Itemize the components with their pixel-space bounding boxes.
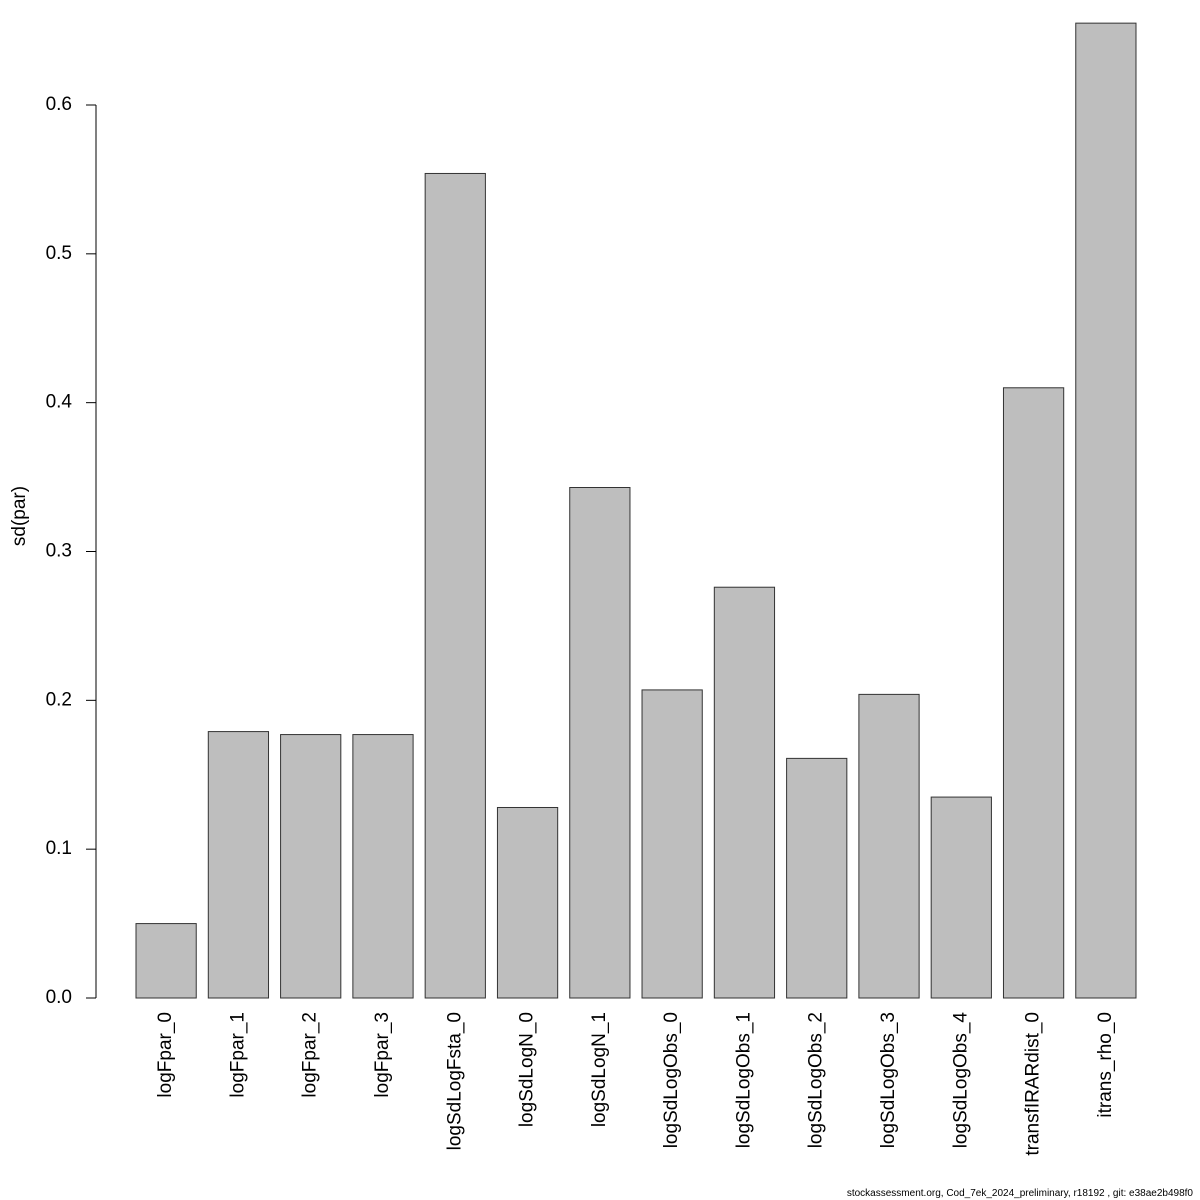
x-tick-label: logSdLogObs_4: [950, 1012, 971, 1149]
x-tick-label: logFpar_3: [372, 1012, 393, 1098]
x-tick-label: itrans_rho_0: [1095, 1012, 1116, 1118]
x-tick-label: logSdLogObs_1: [733, 1012, 754, 1148]
x-tick-label: logFpar_0: [155, 1012, 176, 1098]
bar: [135, 923, 197, 999]
bar: [352, 734, 414, 999]
x-tick-label: logSdLogObs_3: [878, 1012, 899, 1148]
x-tick-label: logFpar_1: [227, 1012, 248, 1098]
x-tick-label: logSdLogObs_2: [806, 1012, 827, 1148]
y-tick-label: 0.3: [46, 541, 72, 562]
bar: [1075, 22, 1137, 999]
x-tick-label: logSdLogObs_0: [661, 1012, 682, 1148]
x-tick-label: transfIRARdist_0: [1023, 1012, 1044, 1156]
bar: [496, 806, 559, 999]
bar: [569, 487, 631, 999]
bar: [280, 734, 342, 999]
y-tick-label: 0.0: [46, 987, 72, 1008]
footer: stockassessment.org, Cod_7ek_2024_prelim…: [847, 1188, 1194, 1199]
x-tick-label: logSdLogFsta_0: [444, 1012, 465, 1150]
y-tick-label: 0.6: [46, 94, 72, 115]
y-tick-label: 0.4: [46, 392, 73, 413]
bar: [207, 731, 270, 999]
x-tick-label: logFpar_2: [300, 1012, 321, 1098]
bar: [930, 796, 992, 999]
y-tick-label: 0.1: [46, 838, 72, 859]
bar: [786, 757, 848, 999]
y-axis-label: sd(par): [9, 486, 30, 546]
bar: [858, 693, 920, 999]
y-tick-label: 0.5: [46, 243, 72, 264]
bar: [713, 586, 776, 999]
x-tick-label: logSdLogN_1: [589, 1012, 610, 1127]
y-tick-label: 0.2: [46, 689, 72, 710]
x-tick-label: logSdLogN_0: [517, 1012, 538, 1127]
bar: [641, 689, 703, 999]
bar: [1002, 387, 1065, 999]
bar: [424, 172, 486, 999]
